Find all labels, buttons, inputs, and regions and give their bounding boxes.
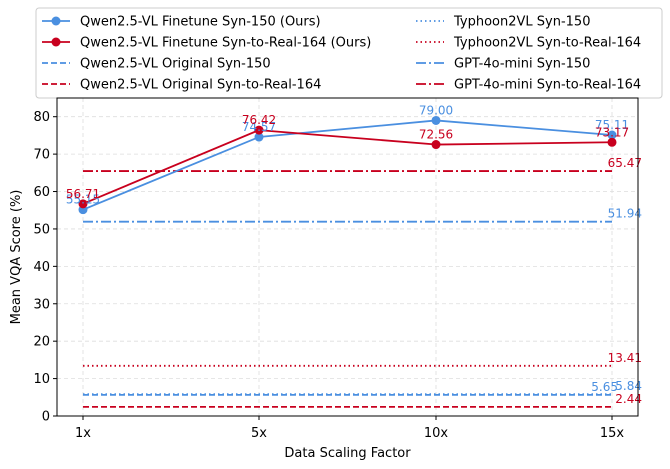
x-tick-label: 5x [251, 426, 267, 441]
y-tick-label: 30 [33, 297, 50, 312]
y-tick-label: 20 [33, 335, 50, 350]
legend: Qwen2.5-VL Finetune Syn-150 (Ours) Qwen2.… [42, 15, 641, 93]
data-point [254, 132, 264, 142]
data-label: 65.47 [608, 156, 642, 170]
y-axis-ticks: 0 10 20 30 40 50 60 70 80 [33, 110, 57, 425]
legend-entry: GPT-4o-mini Syn-to-Real-164 [454, 78, 641, 93]
data-label: 51.94 [608, 207, 642, 221]
x-axis-ticks: 1x 5x 10x 15x [75, 416, 624, 441]
data-label: 5.65 [591, 380, 618, 394]
y-tick-label: 40 [33, 260, 50, 275]
legend-entry: Qwen2.5-VL Finetune Syn-150 (Ours) [80, 15, 321, 30]
data-label: 13.41 [608, 351, 642, 365]
data-label: 56.71 [66, 187, 100, 201]
y-tick-label: 70 [33, 148, 50, 163]
y-tick-label: 10 [33, 372, 50, 387]
y-tick-label: 50 [33, 222, 50, 237]
series-line [82, 119, 613, 211]
legend-entry: Qwen2.5-VL Finetune Syn-to-Real-164 (Our… [80, 36, 371, 51]
y-axis-label: Mean VQA Score (%) [9, 190, 24, 325]
legend-entry: Qwen2.5-VL Original Syn-to-Real-164 [80, 78, 321, 93]
data-label: 2.44 [615, 392, 642, 406]
legend-entry: Typhoon2VL Syn-150 [453, 15, 590, 30]
x-axis-label: Data Scaling Factor [284, 446, 411, 461]
x-tick-label: 1x [75, 426, 91, 441]
data-label: 73.17 [595, 125, 629, 139]
legend-entry: Qwen2.5-VL Original Syn-150 [80, 57, 271, 72]
series-line [82, 129, 613, 205]
legend-marker [51, 16, 61, 26]
data-point [254, 125, 264, 135]
x-tick-label: 10x [424, 426, 449, 441]
data-point [431, 115, 441, 125]
y-tick-label: 80 [33, 110, 50, 125]
data-label: 5.84 [615, 379, 642, 393]
data-point [607, 130, 617, 140]
x-tick-label: 15x [600, 426, 625, 441]
y-tick-label: 60 [33, 185, 50, 200]
data-point [431, 140, 441, 150]
grid [57, 98, 638, 417]
legend-entry: Typhoon2VL Syn-to-Real-164 [453, 36, 641, 51]
data-labels: 55.15 74.57 79.00 75.11 56.71 76.42 72.56 73.17… [66, 103, 642, 405]
series-lines [78, 115, 617, 408]
data-point [607, 137, 617, 147]
data-label: 79.00 [419, 103, 453, 117]
data-label: 74.57 [242, 120, 276, 134]
data-label: 72.56 [419, 128, 453, 142]
plot-area [56, 97, 639, 417]
legend-entry: GPT-4o-mini Syn-150 [454, 57, 590, 72]
y-tick-label: 0 [42, 410, 50, 425]
data-label: 55.15 [66, 193, 100, 207]
legend-marker [51, 37, 61, 47]
data-label: 76.42 [242, 113, 276, 127]
data-label: 75.11 [595, 118, 629, 132]
data-point [78, 199, 88, 209]
